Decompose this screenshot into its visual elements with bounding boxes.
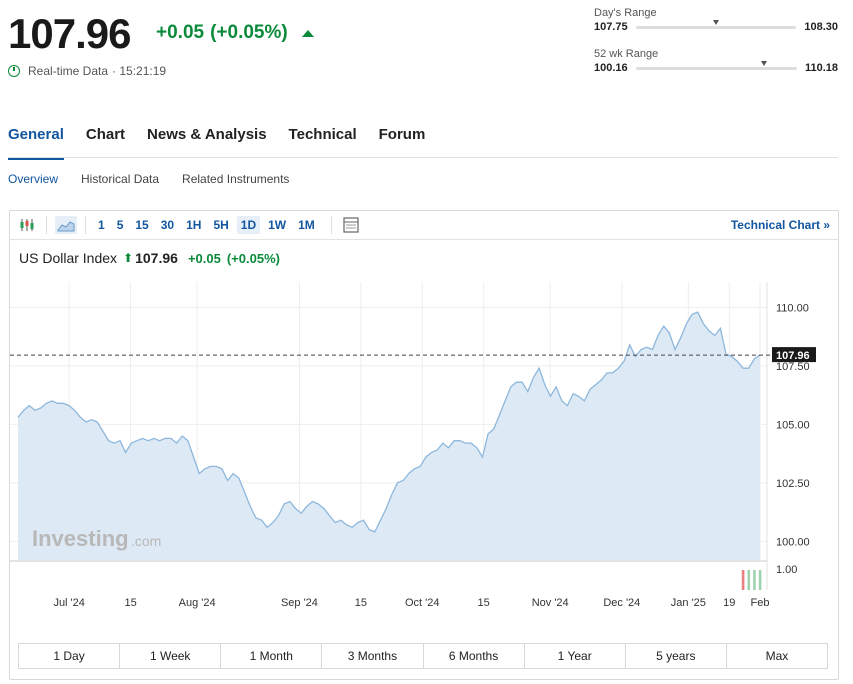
period-1-year[interactable]: 1 Year [525, 644, 626, 668]
interval-15min[interactable]: 15 [135, 218, 149, 232]
subtab-related-instruments[interactable]: Related Instruments [182, 172, 290, 186]
volume-bar [747, 570, 751, 590]
y-axis-ticks: 110.00 107.50 105.00 102.50 100.00 [776, 302, 810, 548]
x-tick-label: Nov '24 [532, 597, 569, 609]
last-price: 107.96 [8, 10, 131, 57]
period-1-week[interactable]: 1 Week [120, 644, 222, 668]
x-tick-label: Feb [751, 597, 770, 609]
instrument-name: US Dollar Index [19, 250, 118, 266]
x-axis-ticks: Jul '24 15 Aug '24 Sep '24 15 Oct '24 15 Nov '2… [53, 597, 769, 609]
52wk-range-bar [635, 60, 797, 70]
period-6-months[interactable]: 6 Months [424, 644, 525, 668]
subtab-historical-data[interactable]: Historical Data [81, 172, 160, 186]
subtab-overview[interactable]: Overview [8, 172, 59, 186]
x-tick-label: Jan '25 [671, 597, 706, 609]
period-selector: 1 Day 1 Week 1 Month 3 Months 6 Months 1… [18, 643, 828, 669]
days-range-low: 107.75 [594, 21, 628, 33]
chart-title: US Dollar Index ⬆ 107.96 +0.05 (+0.05%) [19, 250, 280, 266]
52wk-range-low: 100.16 [594, 62, 628, 74]
days-range-marker [712, 19, 719, 25]
x-tick-label: Dec '24 [603, 597, 640, 609]
x-tick-label: 15 [355, 597, 367, 609]
tab-chart[interactable]: Chart [85, 126, 126, 143]
last-price-label-text: 107.96 [776, 350, 810, 362]
last-price-label: 107.96 [772, 347, 816, 363]
candlestick-icon[interactable] [16, 216, 38, 234]
y-tick-label: 100.00 [776, 536, 810, 548]
volume-axis-label: 1.00 [776, 564, 797, 576]
period-max[interactable]: Max [765, 649, 789, 663]
change-value: +0.05 [156, 22, 205, 43]
interval-1d[interactable]: 1D [236, 216, 261, 234]
price-change: +0.05 (+0.05%) [156, 22, 314, 44]
area-chart-icon[interactable] [55, 216, 77, 234]
days-range-high: 108.30 [804, 21, 838, 33]
days-range-label: Day's Range [594, 7, 657, 19]
period-1-day[interactable]: 1 Day [19, 644, 121, 668]
sub-tabs: Overview Historical Data Related Instrum… [8, 172, 312, 186]
chart-last-value: 107.96 [135, 250, 178, 266]
volume-bar [741, 570, 745, 590]
x-tick-label: 15 [478, 597, 490, 609]
chart-change-percent: (+0.05%) [226, 250, 280, 266]
tab-technical[interactable]: Technical [288, 126, 357, 143]
investing-watermark: Investing .com [32, 526, 161, 551]
52wk-range-marker [761, 60, 768, 66]
technical-chart-link[interactable]: Technical Chart » [730, 218, 830, 232]
interval-1min[interactable]: 1 [98, 218, 105, 232]
main-tabs: General Chart News & Analysis Technical … [8, 122, 447, 160]
price-area-fill [18, 312, 760, 560]
realtime-label: Real-time Data [28, 64, 109, 78]
y-tick-label: 102.50 [776, 478, 810, 490]
chart-change: +0.05 [187, 250, 221, 266]
tab-forum[interactable]: Forum [378, 126, 426, 143]
toolbar-divider [85, 216, 86, 234]
days-range: Day's Range 107.75 108.30 [594, 7, 838, 33]
y-tick-label: 105.00 [776, 419, 810, 431]
up-arrow-icon [301, 30, 314, 37]
up-arrow-icon: ⬆ [123, 251, 134, 265]
volume-bar [753, 570, 756, 590]
toolbar-divider [46, 216, 47, 234]
price-chart[interactable]: 107.96 110.00 107.50 105.00 102.50 100.00 Ju… [10, 282, 836, 612]
period-5-years[interactable]: 5 years [626, 644, 727, 668]
quote-time: · 15:21:19 [112, 64, 167, 78]
clock-icon [8, 65, 20, 77]
tab-divider [8, 157, 838, 158]
period-1-month[interactable]: 1 Month [221, 644, 323, 668]
interval-5h[interactable]: 5H [213, 218, 229, 232]
chart-toolbar: 1 5 15 30 1H 5H 1D 1W 1M Technical Chart… [10, 211, 838, 240]
tab-general[interactable]: General [8, 122, 64, 160]
interval-1m[interactable]: 1M [298, 218, 315, 232]
toolbar-divider [330, 216, 332, 234]
interval-1h[interactable]: 1H [186, 218, 202, 232]
interval-30min[interactable]: 30 [160, 218, 175, 232]
days-range-bar [635, 19, 797, 29]
52wk-range-high: 110.18 [804, 62, 838, 74]
table-view-icon[interactable] [340, 216, 362, 234]
x-tick-label: 19 [723, 597, 735, 609]
tab-news-analysis[interactable]: News & Analysis [147, 126, 267, 143]
volume-bars [741, 570, 762, 590]
x-tick-label: Sep '24 [281, 597, 318, 609]
watermark-suffix: .com [131, 533, 161, 549]
x-tick-label: 15 [124, 597, 136, 609]
x-tick-label: Aug '24 [179, 597, 216, 609]
52wk-range: 52 wk Range 100.16 110.18 [594, 48, 838, 74]
y-tick-label: 107.50 [776, 361, 810, 373]
interval-5min[interactable]: 5 [116, 218, 124, 232]
period-3-months[interactable]: 3 Months [322, 644, 424, 668]
x-tick-label: Oct '24 [405, 597, 440, 609]
x-tick-label: Jul '24 [53, 597, 84, 609]
realtime-info: Real-time Data · 15:21:19 [8, 64, 166, 78]
interval-1w[interactable]: 1W [268, 218, 287, 232]
watermark-brand: Investing [32, 526, 129, 551]
y-tick-label: 110.00 [776, 302, 809, 314]
chart-panel: 1 5 15 30 1H 5H 1D 1W 1M Technical Chart… [9, 210, 839, 680]
volume-bar [758, 570, 762, 590]
change-percent: (+0.05%) [210, 22, 288, 43]
52wk-range-label: 52 wk Range [594, 48, 659, 60]
